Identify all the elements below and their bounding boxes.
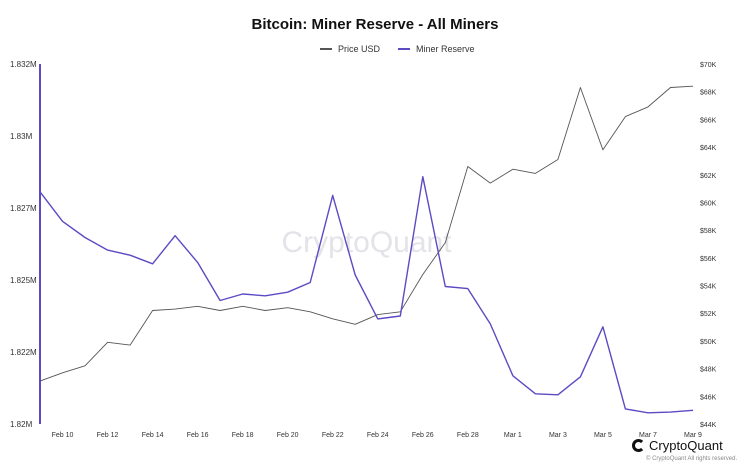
right-axis-tick-label: $44K [700, 422, 717, 429]
left-axis-tick-label: 1.83M [10, 132, 33, 141]
left-axis-tick-label: 1.832M [10, 60, 37, 69]
x-axis-tick-label: Feb 20 [277, 432, 299, 439]
legend-label-reserve: Miner Reserve [416, 44, 475, 54]
price-usd-line [39, 85, 694, 382]
left-axis-tick-label: 1.822M [10, 348, 37, 357]
x-axis-tick-label: Mar 3 [549, 432, 567, 439]
right-axis-tick-label: $52K [700, 311, 717, 318]
x-axis-tick-label: Mar 1 [504, 432, 522, 439]
brand-name: CryptoQuant [649, 438, 723, 453]
legend-swatch-price [320, 48, 332, 50]
right-axis-tick-label: $66K [700, 117, 717, 124]
miner-reserve-line [39, 175, 694, 414]
legend-item-price[interactable]: Price USD [320, 44, 380, 54]
x-axis-tick-label: Mar 7 [639, 432, 657, 439]
right-axis-tick-label: $58K [700, 228, 717, 235]
legend: Price USD Miner Reserve [320, 44, 475, 54]
legend-swatch-reserve [398, 48, 411, 50]
left-axis-tick-label: 1.825M [10, 276, 37, 285]
x-axis-tick-label: Feb 28 [457, 432, 479, 439]
right-axis-tick-label: $50K [700, 339, 717, 346]
legend-label-price: Price USD [338, 44, 381, 54]
right-axis-tick-label: $54K [700, 284, 717, 291]
x-axis-tick-label: Feb 18 [232, 432, 254, 439]
right-axis-tick-label: $70K [700, 62, 717, 69]
cryptoquant-logo-icon [632, 439, 645, 452]
x-axis-tick-label: Feb 24 [367, 432, 389, 439]
chart-title: Bitcoin: Miner Reserve - All Miners [251, 16, 499, 33]
x-axis-tick-label: Feb 26 [412, 432, 434, 439]
brand-logo: CryptoQuant [632, 438, 723, 453]
right-axis-tick-label: $46K [700, 394, 717, 401]
right-axis-tick-label: $56K [700, 256, 717, 263]
right-axis-tick-label: $60K [700, 200, 717, 207]
copyright-text: © CryptoQuant All rights reserved. [646, 456, 738, 462]
x-axis-tick-label: Feb 16 [187, 432, 209, 439]
x-axis-tick-label: Feb 22 [322, 432, 344, 439]
left-axis-tick-label: 1.82M [10, 420, 33, 429]
x-axis-tick-label: Feb 12 [97, 432, 119, 439]
x-axis-tick-label: Mar 9 [684, 432, 702, 439]
right-axis-tick-label: $64K [700, 145, 717, 152]
legend-item-reserve[interactable]: Miner Reserve [398, 44, 475, 54]
x-axis-tick-label: Feb 14 [142, 432, 164, 439]
right-axis-tick-label: $68K [700, 90, 717, 97]
x-axis-tick-label: Mar 5 [594, 432, 612, 439]
x-axis-tick-label: Feb 10 [52, 432, 74, 439]
right-axis-tick-label: $48K [700, 367, 717, 374]
right-axis-tick-label: $62K [700, 173, 717, 180]
watermark: CryptoQuant [281, 226, 452, 259]
left-axis-tick-label: 1.827M [10, 204, 37, 213]
